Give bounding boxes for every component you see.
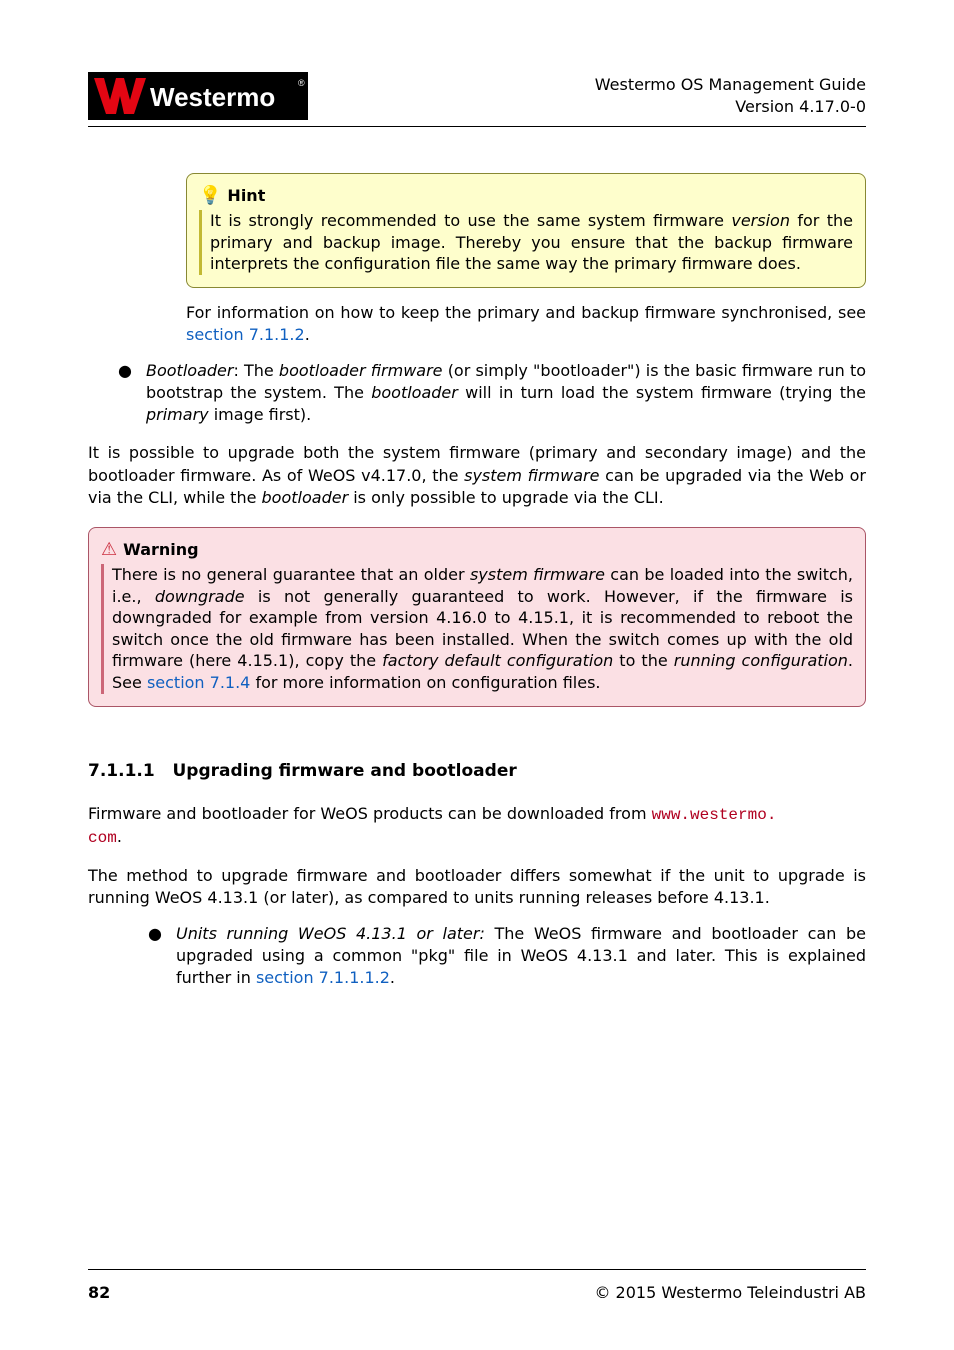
page-number: 82 xyxy=(88,1283,110,1302)
sync-paragraph: For information on how to keep the prima… xyxy=(186,302,866,346)
hint-callout: 💡 Hint It is strongly recommended to use… xyxy=(186,173,866,288)
units-lead: Units running WeOS 4.13.1 or later: xyxy=(176,924,485,943)
header-title-line1: Westermo OS Management Guide xyxy=(595,74,866,96)
units-bullet: ● Units running WeOS 4.13.1 or later: Th… xyxy=(88,923,866,989)
up-it2: bootloader xyxy=(262,488,349,507)
westermo-logo: Westermo ® xyxy=(88,72,308,120)
w-it4: running configuration xyxy=(674,651,848,670)
svg-text:®: ® xyxy=(298,78,305,88)
sync-post: . xyxy=(305,325,310,344)
page: Westermo ® Westermo OS Management Guide … xyxy=(0,0,954,1350)
bl-it3: bootloader xyxy=(371,383,458,402)
westermo-url-line2[interactable]: com xyxy=(88,829,117,847)
upgrade-paragraph: It is possible to upgrade both the syste… xyxy=(88,442,866,508)
header-rule xyxy=(88,126,866,127)
hint-title-row: 💡 Hint xyxy=(199,184,853,208)
w-b1: There is no general guarantee that an ol… xyxy=(112,565,470,584)
bl-mid2: will in turn load the system firmware (t… xyxy=(458,383,866,402)
up-it1: system firmware xyxy=(464,466,599,485)
hint-body: It is strongly recommended to use the sa… xyxy=(199,210,853,275)
w-b4: to the xyxy=(613,651,673,670)
bl-lead: Bootloader xyxy=(146,361,233,380)
warning-body: There is no general guarantee that an ol… xyxy=(101,564,853,694)
fw-pre: Firmware and bootloader for WeOS product… xyxy=(88,804,652,823)
units-bullet-body: Units running WeOS 4.13.1 or later: The … xyxy=(176,923,866,989)
copyright-text: © 2015 Westermo Teleindustri AB xyxy=(594,1283,866,1302)
bl-after-lead: : The xyxy=(233,361,278,380)
w-it3: factory default configuration xyxy=(382,651,613,670)
bullet-marker: ● xyxy=(88,923,176,989)
warning-icon: ⚠ xyxy=(101,538,117,562)
bootloader-bullet: ● Bootloader: The bootloader firmware (o… xyxy=(88,360,866,426)
page-footer: 82 © 2015 Westermo Teleindustri AB xyxy=(88,1283,866,1302)
lightbulb-icon: 💡 xyxy=(199,184,221,208)
bl-it2: bootloader firmware xyxy=(279,361,443,380)
bl-it4: primary xyxy=(146,405,209,424)
sync-link[interactable]: section 7.1.1.2 xyxy=(186,325,305,344)
fw-post: . xyxy=(117,827,122,846)
w-it2: downgrade xyxy=(155,587,245,606)
header-title-block: Westermo OS Management Guide Version 4.1… xyxy=(595,74,866,117)
bootloader-bullet-body: Bootloader: The bootloader firmware (or … xyxy=(146,360,866,426)
westermo-url-line1[interactable]: www.westermo. xyxy=(652,806,777,824)
warning-title: Warning xyxy=(123,539,198,561)
hint-text-italic: version xyxy=(731,211,790,230)
warning-link[interactable]: section 7.1.4 xyxy=(147,673,250,692)
svg-text:Westermo: Westermo xyxy=(150,82,275,112)
hint-title: Hint xyxy=(227,185,265,207)
units-link[interactable]: section 7.1.1.1.2 xyxy=(256,968,390,987)
page-header: Westermo ® Westermo OS Management Guide … xyxy=(88,72,866,120)
header-title-line2: Version 4.17.0-0 xyxy=(595,96,866,118)
w-b6: for more information on configuration fi… xyxy=(250,673,600,692)
w-it1: system firmware xyxy=(470,565,605,584)
up-p1c: is only possible to upgrade via the CLI. xyxy=(348,488,664,507)
warning-callout: ⚠ Warning There is no general guarantee … xyxy=(88,527,866,707)
section-number: 7.1.1.1 xyxy=(88,761,155,781)
bullet-marker: ● xyxy=(88,360,146,426)
section-heading: 7.1.1.1 Upgrading firmware and bootloade… xyxy=(88,761,866,781)
hint-text-pre: It is strongly recommended to use the sa… xyxy=(210,211,731,230)
method-paragraph: The method to upgrade firmware and bootl… xyxy=(88,865,866,909)
section-title: Upgrading firmware and bootloader xyxy=(172,761,516,781)
warning-title-row: ⚠ Warning xyxy=(101,538,853,562)
sync-pre: For information on how to keep the prima… xyxy=(186,303,866,322)
units-post: . xyxy=(390,968,395,987)
firmware-download-paragraph: Firmware and bootloader for WeOS product… xyxy=(88,803,866,849)
footer-rule xyxy=(88,1269,866,1270)
bl-tail: image first). xyxy=(209,405,312,424)
